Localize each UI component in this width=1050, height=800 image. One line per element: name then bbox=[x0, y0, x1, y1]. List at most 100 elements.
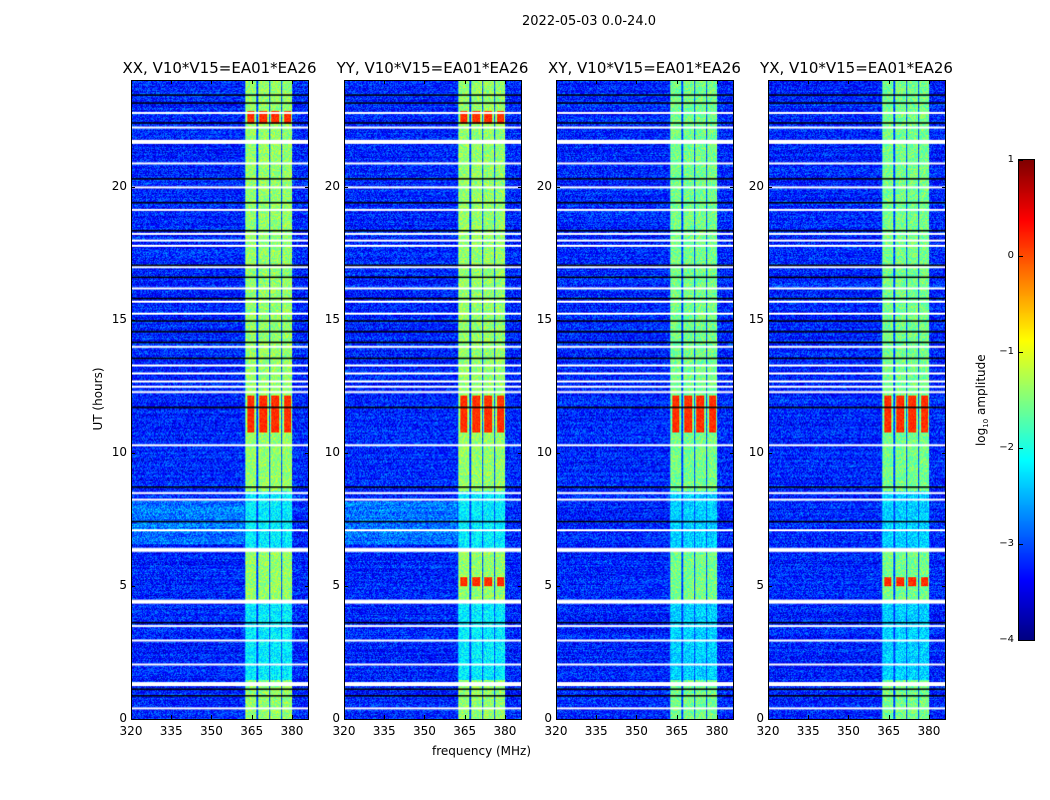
x-tick-mark-top bbox=[676, 80, 678, 84]
colorbar-tick-mark bbox=[1019, 256, 1023, 257]
y-axis-label: UT (hours) bbox=[91, 367, 105, 431]
colorbar-tick-mark bbox=[1019, 448, 1023, 449]
y-tick-label: 20 bbox=[536, 178, 552, 193]
y-tick-label: 15 bbox=[536, 311, 552, 326]
y-tick-label: 0 bbox=[332, 711, 340, 725]
panel-title: YX, V10*V15=EA01*EA26 bbox=[760, 59, 953, 77]
x-tick-label: 350 bbox=[413, 724, 436, 738]
x-tick-label: 380 bbox=[493, 724, 517, 738]
y-tick-mark-right bbox=[305, 719, 309, 720]
x-tick-mark-top bbox=[344, 80, 345, 84]
y-tick-mark-right bbox=[518, 719, 522, 720]
x-tick-label: 380 bbox=[917, 724, 941, 738]
y-tick-mark-right bbox=[518, 319, 522, 321]
y-tick-mark-right bbox=[305, 186, 309, 188]
y-tick-mark bbox=[556, 719, 560, 720]
x-tick-mark bbox=[464, 715, 466, 719]
y-tick-mark bbox=[344, 452, 348, 454]
y-tick-label: 10 bbox=[748, 444, 764, 459]
x-tick-mark bbox=[848, 715, 850, 719]
y-tick-mark bbox=[556, 319, 560, 321]
x-tick-mark-top bbox=[556, 80, 557, 84]
x-tick-mark bbox=[504, 715, 506, 719]
x-tick-mark bbox=[636, 715, 638, 719]
x-tick-mark-top bbox=[291, 80, 293, 84]
figure-title: 2022-05-03 0.0-24.0 bbox=[522, 14, 656, 29]
y-tick-mark-right bbox=[730, 719, 734, 720]
x-tick-mark-top bbox=[131, 80, 132, 84]
y-tick-mark bbox=[768, 719, 772, 720]
y-tick-mark-right bbox=[730, 585, 734, 587]
y-tick-label: 0 bbox=[544, 711, 552, 725]
x-tick-mark-top bbox=[504, 80, 506, 84]
x-tick-label: 380 bbox=[280, 724, 304, 738]
panel-title: YY, V10*V15=EA01*EA26 bbox=[336, 59, 529, 77]
x-tick-label: 335 bbox=[372, 724, 396, 738]
y-tick-mark-right bbox=[942, 319, 946, 321]
x-tick-mark bbox=[808, 715, 810, 719]
x-tick-mark bbox=[888, 715, 890, 719]
panel-title: XX, V10*V15=EA01*EA26 bbox=[122, 59, 317, 77]
colorbar-tick-label: −1 bbox=[999, 346, 1014, 357]
y-tick-mark-right bbox=[305, 319, 309, 321]
x-tick-mark-top bbox=[171, 80, 173, 84]
y-tick-mark bbox=[344, 186, 348, 188]
colorbar-label-sub: 10 bbox=[982, 418, 991, 428]
y-tick-mark-right bbox=[730, 186, 734, 188]
x-tick-mark-top bbox=[424, 80, 426, 84]
y-tick-mark-right bbox=[942, 585, 946, 587]
y-tick-mark bbox=[344, 585, 348, 587]
y-tick-label: 20 bbox=[324, 178, 340, 193]
x-tick-mark bbox=[384, 715, 386, 719]
y-tick-label: 5 bbox=[544, 577, 552, 592]
y-tick-label: 5 bbox=[119, 577, 127, 592]
y-tick-mark-right bbox=[518, 186, 522, 188]
colorbar bbox=[1018, 159, 1035, 641]
y-tick-mark-right bbox=[730, 319, 734, 321]
x-tick-label: 320 bbox=[544, 724, 568, 738]
y-tick-mark-right bbox=[518, 585, 522, 587]
x-tick-mark-top bbox=[848, 80, 850, 84]
x-tick-mark bbox=[596, 715, 598, 719]
x-tick-label: 320 bbox=[756, 724, 780, 738]
colorbar-label: log10 amplitude bbox=[974, 340, 990, 460]
x-tick-mark bbox=[171, 715, 173, 719]
y-tick-label: 20 bbox=[111, 178, 127, 193]
y-tick-label: 0 bbox=[119, 711, 127, 725]
colorbar-tick-label: −2 bbox=[999, 442, 1014, 453]
y-tick-label: 15 bbox=[748, 311, 764, 326]
y-tick-label: 20 bbox=[748, 178, 764, 193]
colorbar-tick-mark bbox=[1019, 160, 1023, 161]
panel-3-waterfall bbox=[768, 80, 946, 720]
y-tick-mark bbox=[131, 319, 135, 321]
x-tick-mark-top bbox=[808, 80, 810, 84]
y-tick-label: 15 bbox=[324, 311, 340, 326]
y-tick-mark-right bbox=[730, 452, 734, 454]
y-tick-mark bbox=[556, 186, 560, 188]
colorbar-label-text: amplitude bbox=[973, 354, 988, 419]
panel-1-waterfall bbox=[344, 80, 522, 720]
y-tick-mark bbox=[131, 719, 135, 720]
x-tick-mark bbox=[251, 715, 253, 719]
y-tick-label: 10 bbox=[536, 444, 552, 459]
x-tick-label: 365 bbox=[665, 724, 689, 738]
y-tick-mark bbox=[768, 319, 772, 321]
y-tick-mark bbox=[768, 186, 772, 188]
y-tick-label: 10 bbox=[324, 444, 340, 459]
x-tick-mark bbox=[928, 715, 930, 719]
y-tick-mark bbox=[768, 585, 772, 587]
y-tick-mark-right bbox=[518, 452, 522, 454]
x-axis-label: frequency (MHz) bbox=[432, 744, 532, 758]
x-tick-mark-top bbox=[384, 80, 386, 84]
x-tick-mark bbox=[211, 715, 213, 719]
x-tick-label: 320 bbox=[119, 724, 143, 738]
y-tick-mark bbox=[131, 186, 135, 188]
panel-0-waterfall bbox=[131, 80, 309, 720]
x-tick-mark-top bbox=[596, 80, 598, 84]
x-tick-label: 335 bbox=[159, 724, 183, 738]
panel-title: XY, V10*V15=EA01*EA26 bbox=[548, 59, 741, 77]
y-tick-mark bbox=[556, 452, 560, 454]
x-tick-mark-top bbox=[636, 80, 638, 84]
x-tick-label: 350 bbox=[625, 724, 648, 738]
